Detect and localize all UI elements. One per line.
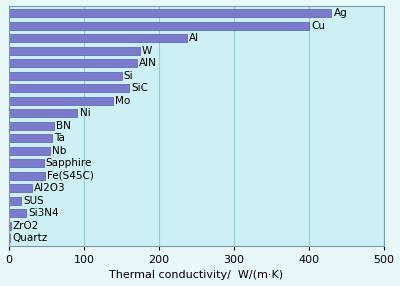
Text: Ni: Ni [80,108,90,118]
Bar [9,47,140,55]
Bar [9,234,10,243]
Bar [9,21,309,30]
Text: SUS: SUS [23,196,44,206]
Text: Al: Al [189,33,199,43]
Text: Ag: Ag [334,8,348,18]
Bar [9,34,187,42]
Bar [9,84,129,92]
Text: Cu: Cu [311,21,325,31]
Bar [9,209,26,217]
Bar [9,197,21,205]
Text: Al2O3: Al2O3 [34,183,66,193]
Bar [9,159,44,167]
Bar [9,222,11,230]
Text: AlN: AlN [139,58,157,68]
Bar [9,97,112,105]
Text: Fe(S45C): Fe(S45C) [47,171,94,181]
Text: Mo: Mo [115,96,130,106]
Bar [9,184,32,192]
Bar [9,134,52,142]
Bar [9,147,50,155]
Text: Nb: Nb [52,146,66,156]
Text: SiC: SiC [131,83,148,93]
Bar [9,122,54,130]
Text: Si: Si [124,71,133,81]
Bar [9,172,45,180]
Bar [9,72,122,80]
Bar [9,59,136,67]
Text: Sapphire: Sapphire [46,158,92,168]
Text: ZrO2: ZrO2 [13,221,39,231]
Text: Quartz: Quartz [12,233,48,243]
Text: BN: BN [56,121,71,131]
Text: Si3N4: Si3N4 [28,208,59,218]
Text: Ta: Ta [54,133,65,143]
Bar [9,9,332,17]
Text: W: W [142,45,152,55]
X-axis label: Thermal conductivity∕  W/(m·K): Thermal conductivity∕ W/(m·K) [110,271,284,281]
Bar [9,109,77,117]
